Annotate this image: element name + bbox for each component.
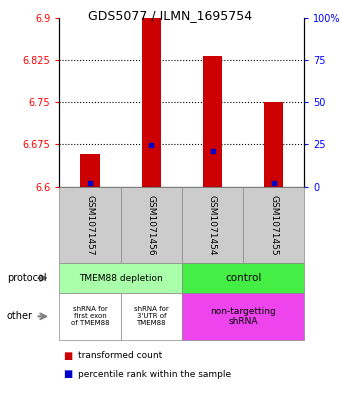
Bar — [59, 263, 182, 293]
Bar — [59, 187, 121, 263]
Text: ■: ■ — [63, 351, 72, 361]
Bar — [264, 102, 284, 187]
Text: transformed count: transformed count — [78, 351, 163, 360]
Text: shRNA for
3'UTR of
TMEM88: shRNA for 3'UTR of TMEM88 — [134, 307, 169, 326]
Bar — [80, 154, 100, 187]
Text: GSM1071456: GSM1071456 — [147, 195, 156, 255]
Text: shRNA for
first exon
of TMEM88: shRNA for first exon of TMEM88 — [71, 307, 109, 326]
Text: GDS5077 / ILMN_1695754: GDS5077 / ILMN_1695754 — [88, 9, 252, 22]
Text: non-targetting
shRNA: non-targetting shRNA — [210, 307, 276, 326]
Bar — [182, 263, 304, 293]
Bar — [59, 293, 121, 340]
Text: control: control — [225, 273, 261, 283]
Text: protocol: protocol — [7, 273, 47, 283]
Text: GSM1071454: GSM1071454 — [208, 195, 217, 255]
Text: other: other — [7, 311, 33, 321]
Bar — [243, 187, 304, 263]
Text: TMEM88 depletion: TMEM88 depletion — [79, 274, 163, 283]
Text: ■: ■ — [63, 369, 72, 379]
Bar — [182, 293, 304, 340]
Text: GSM1071457: GSM1071457 — [86, 195, 95, 255]
Bar — [121, 293, 182, 340]
Bar — [141, 18, 161, 187]
Text: GSM1071455: GSM1071455 — [269, 195, 278, 255]
Bar — [182, 187, 243, 263]
Text: percentile rank within the sample: percentile rank within the sample — [78, 370, 231, 378]
Bar — [121, 187, 182, 263]
Bar — [203, 56, 222, 187]
